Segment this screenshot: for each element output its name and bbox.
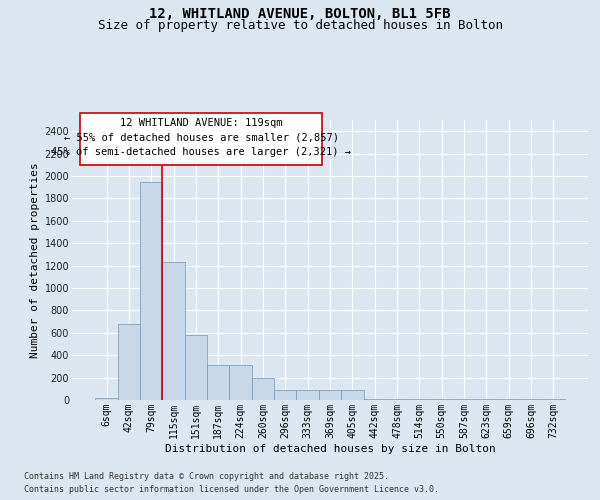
FancyBboxPatch shape xyxy=(80,113,322,165)
Bar xyxy=(296,390,319,400)
Text: 12, WHITLAND AVENUE, BOLTON, BL1 5FB: 12, WHITLAND AVENUE, BOLTON, BL1 5FB xyxy=(149,8,451,22)
Text: Contains public sector information licensed under the Open Government Licence v3: Contains public sector information licen… xyxy=(24,485,439,494)
Bar xyxy=(185,335,207,400)
Y-axis label: Number of detached properties: Number of detached properties xyxy=(31,162,40,358)
X-axis label: Distribution of detached houses by size in Bolton: Distribution of detached houses by size … xyxy=(164,444,496,454)
Text: ← 55% of detached houses are smaller (2,857): ← 55% of detached houses are smaller (2,… xyxy=(64,132,338,142)
Bar xyxy=(118,324,140,400)
Bar xyxy=(163,262,185,400)
Bar xyxy=(140,182,163,400)
Bar xyxy=(229,366,252,400)
Bar xyxy=(319,390,341,400)
Text: 12 WHITLAND AVENUE: 119sqm: 12 WHITLAND AVENUE: 119sqm xyxy=(120,118,282,128)
Text: Contains HM Land Registry data © Crown copyright and database right 2025.: Contains HM Land Registry data © Crown c… xyxy=(24,472,389,481)
Bar xyxy=(252,378,274,400)
Text: 45% of semi-detached houses are larger (2,321) →: 45% of semi-detached houses are larger (… xyxy=(51,148,351,158)
Bar xyxy=(95,398,118,400)
Bar xyxy=(274,390,296,400)
Bar xyxy=(341,390,364,400)
Text: Size of property relative to detached houses in Bolton: Size of property relative to detached ho… xyxy=(97,18,503,32)
Bar xyxy=(207,366,229,400)
